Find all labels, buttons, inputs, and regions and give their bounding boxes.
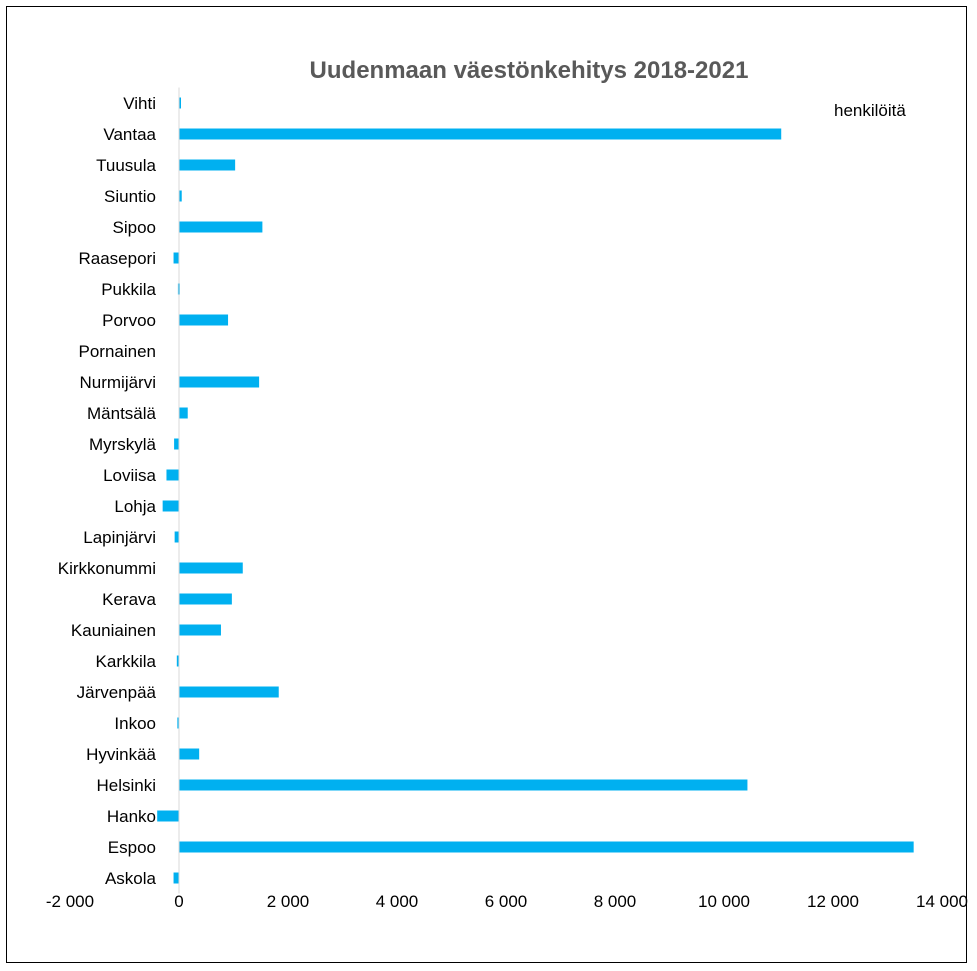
bar-myrskylä xyxy=(174,438,179,450)
bar-vihti xyxy=(179,97,181,109)
chart-frame xyxy=(6,6,967,963)
category-label: Pornainen xyxy=(78,342,156,361)
category-label: Askola xyxy=(105,869,157,888)
category-label: Lohja xyxy=(114,497,156,516)
x-tick-label: 12 000 xyxy=(807,892,859,911)
bar-nurmijärvi xyxy=(179,376,260,388)
bar-kerava xyxy=(179,593,232,605)
bar-loviisa xyxy=(166,469,179,481)
category-label: Inkoo xyxy=(114,714,156,733)
chart-title: Uudenmaan väestönkehitys 2018-2021 xyxy=(310,57,749,84)
bar-porvoo xyxy=(179,314,229,326)
category-label: Kauniainen xyxy=(71,621,156,640)
category-label: Hanko xyxy=(107,807,156,826)
bar-lohja xyxy=(162,500,179,512)
category-label: Siuntio xyxy=(104,187,156,206)
bar-mäntsälä xyxy=(179,407,188,419)
category-label: Järvenpää xyxy=(77,683,157,702)
category-label: Helsinki xyxy=(96,776,156,795)
category-label: Raasepori xyxy=(79,249,157,268)
category-label: Nurmijärvi xyxy=(80,373,157,392)
unit-label: henkilöitä xyxy=(834,101,906,120)
category-label: Mäntsälä xyxy=(87,404,157,423)
category-label: Vantaa xyxy=(103,125,156,144)
category-label: Loviisa xyxy=(103,466,156,485)
category-label: Hyvinkää xyxy=(86,745,156,764)
x-tick-label: 10 000 xyxy=(698,892,750,911)
bar-järvenpää xyxy=(179,686,279,698)
category-label: Kerava xyxy=(102,590,156,609)
bar-inkoo xyxy=(177,717,180,729)
bar-karkkila xyxy=(176,655,179,667)
bars-layer xyxy=(157,97,914,884)
bar-tuusula xyxy=(179,159,236,171)
category-label: Myrskylä xyxy=(89,435,157,454)
x-tick-label: 2 000 xyxy=(267,892,310,911)
bar-lapinjärvi xyxy=(174,531,179,543)
bar-kirkkonummi xyxy=(179,562,243,574)
bar-hyvinkää xyxy=(179,748,200,760)
bar-raasepori xyxy=(173,252,179,264)
category-label: Pukkila xyxy=(101,280,156,299)
category-label: Porvoo xyxy=(102,311,156,330)
x-tick-label: 4 000 xyxy=(376,892,419,911)
bar-hanko xyxy=(157,810,179,822)
bar-siuntio xyxy=(179,190,182,202)
category-label: Kirkkonummi xyxy=(58,559,156,578)
bar-vantaa xyxy=(179,128,782,140)
category-label: Lapinjärvi xyxy=(83,528,156,547)
category-labels: Vihti Vantaa Tuusula Siuntio Sipoo Raasepori P… xyxy=(58,94,157,888)
bar-sipoo xyxy=(179,221,263,233)
x-tick-labels: -2 000 0 2 000 4 000 6 000 8 000 10 000 12 000 1… xyxy=(46,892,968,911)
x-tick-label: 6 000 xyxy=(485,892,528,911)
x-tick-label: 14 000 xyxy=(916,892,968,911)
category-label: Sipoo xyxy=(113,218,156,237)
category-label: Tuusula xyxy=(96,156,156,175)
bar-kauniainen xyxy=(179,624,221,636)
category-label: Espoo xyxy=(108,838,156,857)
bar-espoo xyxy=(179,841,914,853)
bar-helsinki xyxy=(179,779,748,791)
category-label: Karkkila xyxy=(96,652,157,671)
x-tick-label: 8 000 xyxy=(594,892,637,911)
x-tick-label: 0 xyxy=(174,892,183,911)
x-tick-label: -2 000 xyxy=(46,892,94,911)
category-label: Vihti xyxy=(123,94,156,113)
bar-askola xyxy=(173,872,179,884)
